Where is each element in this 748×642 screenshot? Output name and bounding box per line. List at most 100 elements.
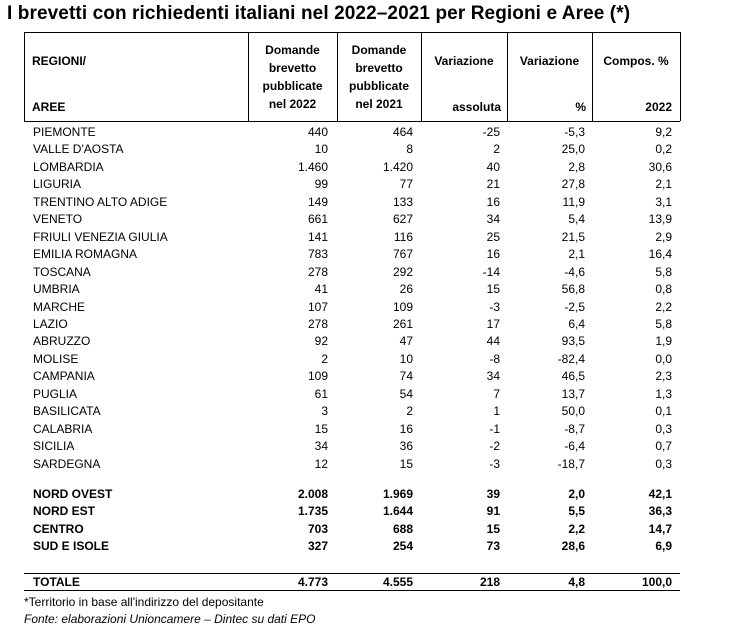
cell-d2022: 61 bbox=[314, 386, 328, 401]
cell-var-pct: 2,0 bbox=[568, 487, 585, 501]
table-row: MOLISE 2 10 -8 -82,4 0,0 bbox=[24, 351, 680, 368]
cell-d2022: 1.735 bbox=[297, 504, 328, 519]
cell-d2022: 440 bbox=[307, 125, 328, 139]
cell-d2022: 783 bbox=[307, 247, 328, 262]
cell-d2021: 292 bbox=[392, 264, 413, 279]
header-domande-2021: Domande brevetto pubblicate nel 2021 bbox=[337, 41, 421, 113]
area-row: SUD E ISOLE 327 254 73 28,6 6,9 bbox=[24, 538, 680, 555]
cell-d2021: 47 bbox=[399, 334, 413, 349]
cell-var-pct: 2,2 bbox=[568, 521, 585, 536]
cell-var-pct: -82,4 bbox=[557, 351, 585, 366]
cell-d2022: 278 bbox=[307, 316, 328, 331]
cell-d2021: 54 bbox=[399, 386, 413, 401]
table-row: VENETO 661 627 34 5,4 13,9 bbox=[24, 211, 680, 228]
row-name: SARDEGNA bbox=[33, 456, 101, 471]
cell-d2021: 767 bbox=[392, 247, 413, 262]
cell-comp: 0,2 bbox=[655, 142, 672, 157]
cell-comp: 16,4 bbox=[648, 247, 672, 262]
cell-d2022: 41 bbox=[314, 282, 328, 297]
table-row: TRENTINO ALTO ADIGE 149 133 16 11,9 3,1 bbox=[24, 194, 680, 211]
table-row: UMBRIA 41 26 15 56,8 0,8 bbox=[24, 281, 680, 298]
cell-d2021: 15 bbox=[399, 456, 413, 471]
cell-comp: 0,7 bbox=[655, 439, 672, 454]
header-compos: Compos. % bbox=[603, 54, 669, 68]
cell-var-abs: 218 bbox=[479, 575, 500, 589]
cell-var-abs: -25 bbox=[482, 125, 500, 139]
cell-var-pct: 56,8 bbox=[561, 282, 585, 297]
cell-d2022: 3 bbox=[321, 404, 328, 419]
table-row: TOSCANA 278 292 -14 -4,6 5,8 bbox=[24, 264, 680, 281]
cell-d2021: 1.969 bbox=[382, 487, 413, 501]
cell-comp: 0,0 bbox=[655, 351, 672, 366]
header-divider-5 bbox=[592, 32, 593, 121]
header-domande-2021-line4: nel 2021 bbox=[355, 97, 403, 111]
row-name: EMILIA ROMAGNA bbox=[33, 247, 138, 262]
cell-d2022: 92 bbox=[314, 334, 328, 349]
area-row: CENTRO 703 688 15 2,2 14,7 bbox=[24, 521, 680, 538]
row-name: CAMPANIA bbox=[33, 369, 95, 384]
cell-var-abs: 34 bbox=[486, 369, 500, 384]
cell-comp: 14,7 bbox=[648, 521, 672, 536]
row-name: CENTRO bbox=[33, 521, 84, 536]
cell-comp: 5,8 bbox=[655, 316, 672, 331]
cell-d2022: 99 bbox=[314, 177, 328, 192]
row-name: CALABRIA bbox=[33, 421, 93, 436]
cell-var-pct: 50,0 bbox=[561, 404, 585, 419]
cell-d2022: 703 bbox=[307, 521, 328, 536]
row-name: VALLE D'AOSTA bbox=[33, 142, 124, 157]
cell-d2022: 12 bbox=[314, 456, 328, 471]
cell-var-abs: -2 bbox=[489, 439, 500, 454]
cell-d2021: 133 bbox=[392, 194, 413, 209]
header-variazione-pct: Variazione bbox=[519, 54, 580, 68]
cell-var-pct: 5,5 bbox=[568, 504, 585, 519]
cell-var-pct: -6,4 bbox=[564, 439, 585, 454]
row-name: MARCHE bbox=[33, 299, 86, 314]
cell-comp: 1,3 bbox=[655, 386, 672, 401]
header-domande-2022: Domande brevetto pubblicate nel 2022 bbox=[248, 41, 337, 113]
row-name: UMBRIA bbox=[33, 282, 80, 297]
cell-d2021: 109 bbox=[392, 299, 413, 314]
header-right-rule bbox=[680, 32, 681, 121]
table-row: MARCHE 107 109 -3 -2,5 2,2 bbox=[24, 299, 680, 316]
cell-d2021: 688 bbox=[392, 521, 413, 536]
cell-d2022: 107 bbox=[307, 299, 328, 314]
cell-var-abs: 21 bbox=[486, 177, 500, 192]
cell-comp: 1,9 bbox=[655, 334, 672, 349]
cell-var-abs: -3 bbox=[489, 299, 500, 314]
cell-var-abs: 25 bbox=[486, 229, 500, 244]
row-name: PUGLIA bbox=[33, 386, 78, 401]
cell-var-pct: 13,7 bbox=[561, 386, 585, 401]
cell-comp: 5,8 bbox=[655, 264, 672, 279]
area-row: NORD EST 1.735 1.644 91 5,5 36,3 bbox=[24, 503, 680, 520]
cell-var-abs: 1 bbox=[493, 404, 500, 419]
table-top-rule bbox=[24, 32, 680, 33]
cell-var-abs: 2 bbox=[493, 142, 500, 157]
cell-comp: 13,9 bbox=[648, 212, 672, 227]
table-row: EMILIA ROMAGNA 783 767 16 2,1 16,4 bbox=[24, 246, 680, 263]
header-domande-2022-line2: brevetto bbox=[268, 61, 317, 75]
cell-d2021: 10 bbox=[399, 351, 413, 366]
cell-comp: 9,2 bbox=[655, 125, 672, 139]
cell-comp: 6,9 bbox=[655, 539, 672, 554]
cell-d2021: 464 bbox=[392, 125, 413, 139]
header-domande-2021-line2: brevetto bbox=[355, 61, 403, 75]
cell-d2021: 4.555 bbox=[382, 575, 413, 589]
cell-d2022: 149 bbox=[307, 194, 328, 209]
header-domande-2022-line4: nel 2022 bbox=[268, 97, 317, 111]
cell-comp: 2,1 bbox=[655, 177, 672, 192]
cell-d2021: 2 bbox=[406, 404, 413, 419]
row-name: FRIULI VENEZIA GIULIA bbox=[33, 229, 168, 244]
cell-var-pct: 93,5 bbox=[561, 334, 585, 349]
footnote: *Territorio in base all'indirizzo del de… bbox=[24, 595, 264, 609]
cell-var-pct: -8,7 bbox=[564, 421, 585, 436]
table-row: PIEMONTE 440 464 -25 -5,3 9,2 bbox=[24, 124, 680, 141]
cell-comp: 2,2 bbox=[655, 299, 672, 314]
cell-var-pct: 2,1 bbox=[568, 247, 585, 262]
cell-var-abs: 34 bbox=[486, 212, 500, 227]
cell-var-pct: 27,8 bbox=[561, 177, 585, 192]
total-row: TOTALE 4.773 4.555 218 4,8 100,0 bbox=[24, 574, 680, 591]
cell-d2021: 16 bbox=[399, 421, 413, 436]
total-top-rule bbox=[24, 573, 680, 574]
table-row: CAMPANIA 109 74 34 46,5 2,3 bbox=[24, 368, 680, 385]
cell-comp: 0,8 bbox=[655, 282, 672, 297]
